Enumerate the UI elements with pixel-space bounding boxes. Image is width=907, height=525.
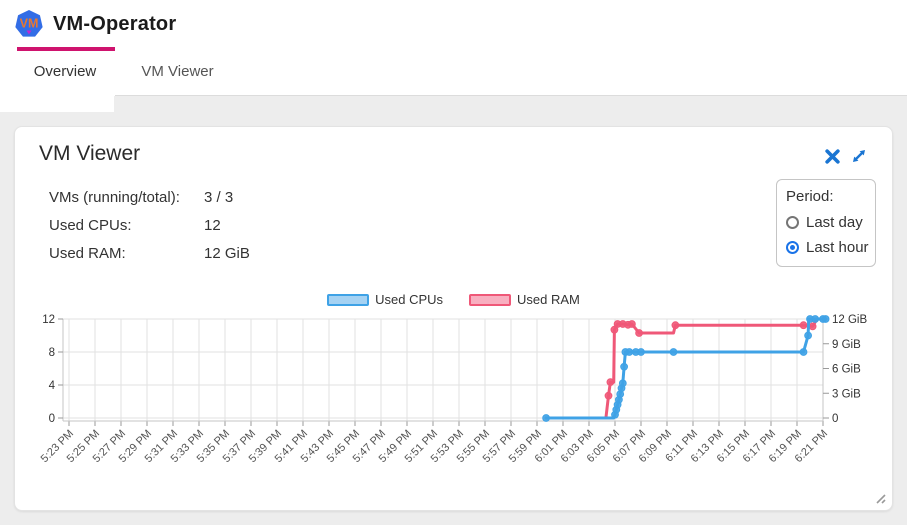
card-title: VM Viewer — [39, 142, 141, 165]
radio-last-day[interactable] — [786, 216, 799, 229]
usage-chart: 5:23 PM5:25 PM5:27 PM5:29 PM5:31 PM5:33 … — [39, 314, 868, 465]
tab-overview[interactable]: Overview — [33, 63, 97, 80]
legend-item-used-cpus[interactable]: Used CPUs — [327, 292, 443, 307]
legend-swatch-ram — [469, 293, 512, 306]
svg-text:12: 12 — [42, 314, 55, 326]
svg-text:12 GiB: 12 GiB — [832, 314, 867, 326]
active-tab-notch — [0, 96, 114, 112]
stat-label-cpus: Used CPUs: — [49, 217, 132, 234]
resize-grip-icon[interactable] — [873, 491, 887, 505]
period-option-last-day[interactable]: Last day — [786, 214, 866, 231]
svg-text:6 GiB: 6 GiB — [832, 364, 861, 376]
tab-vm-viewer[interactable]: VM Viewer — [141, 63, 214, 80]
expand-icon[interactable] — [850, 147, 868, 165]
svg-text:0: 0 — [832, 413, 838, 425]
vm-stats: VMs (running/total): 3 / 3 Used CPUs: 12… — [49, 189, 250, 263]
legend-label-cpu: Used CPUs — [375, 292, 444, 307]
svg-text:8: 8 — [49, 347, 55, 359]
app-logo-icon: VM — [15, 10, 43, 37]
svg-text:9 GiB: 9 GiB — [832, 339, 861, 351]
period-box: Period: Last day Last hour — [776, 179, 876, 267]
stat-value-ram: 12 GiB — [204, 245, 250, 262]
svg-text:3 GiB: 3 GiB — [832, 388, 861, 400]
stat-label-ram: Used RAM: — [49, 245, 126, 262]
chart-legend: Used CPUs Used RAM — [15, 292, 892, 307]
stat-value-cpus: 12 — [204, 217, 221, 234]
svg-text:0: 0 — [49, 413, 55, 425]
card-actions — [825, 147, 868, 165]
stat-value-vms: 3 / 3 — [204, 189, 234, 206]
legend-item-used-ram[interactable]: Used RAM — [469, 292, 580, 307]
vm-viewer-card: VM Viewer VMs (running/total): 3 / 3 Use… — [14, 126, 893, 511]
app-header: VM VM-Operator — [0, 0, 907, 47]
radio-last-hour[interactable] — [786, 241, 799, 254]
stat-label-vms: VMs (running/total): — [49, 189, 180, 206]
tab-bar: Overview VM Viewer — [0, 47, 907, 96]
app-title: VM-Operator — [53, 13, 177, 35]
period-label: Period: — [786, 188, 834, 205]
close-icon[interactable] — [825, 148, 840, 164]
tabbar-divider — [115, 95, 907, 96]
svg-text:4: 4 — [49, 380, 56, 392]
period-option-last-hour[interactable]: Last hour — [786, 239, 869, 256]
legend-label-ram: Used RAM — [517, 292, 580, 307]
legend-swatch-cpu — [327, 293, 370, 306]
active-tab-indicator — [17, 47, 115, 51]
svg-text:VM: VM — [20, 17, 39, 31]
